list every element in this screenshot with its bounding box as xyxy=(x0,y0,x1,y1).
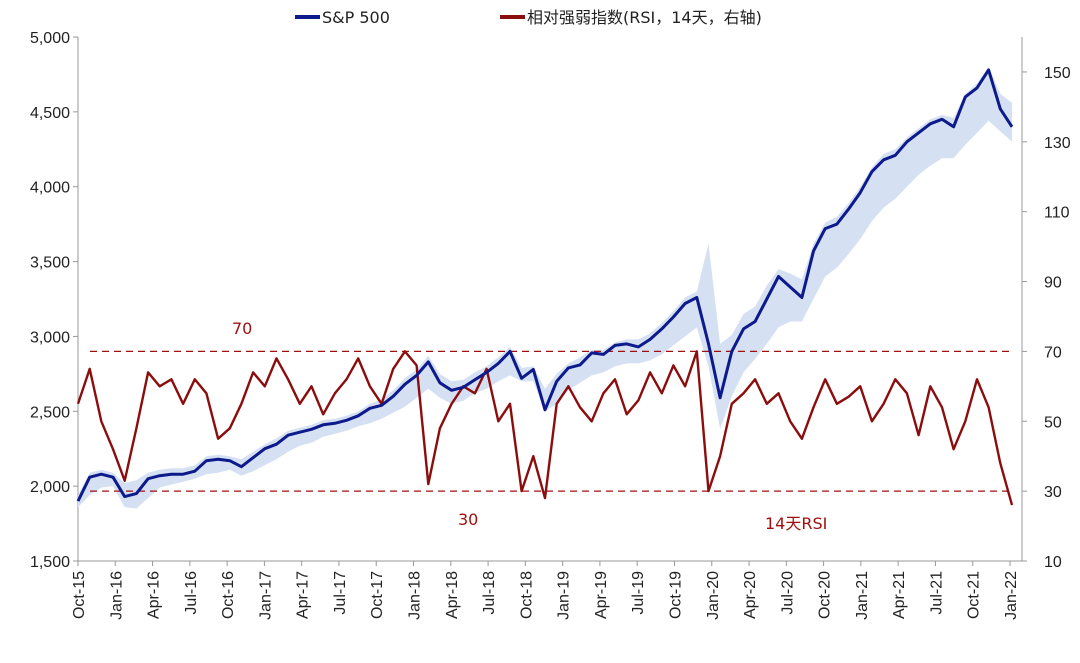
right-axis-ticks: 10 30 50 70 90 110 130 150 xyxy=(1022,65,1071,571)
right-tick-label: 70 xyxy=(1044,344,1062,361)
x-tick-label: Jan-20 xyxy=(705,571,722,620)
x-tick-label: Apr-19 xyxy=(593,571,610,619)
x-tick-label: Jul-16 xyxy=(183,571,200,615)
left-tick-label: 3,500 xyxy=(30,255,70,272)
left-tick-label: 1,500 xyxy=(30,554,70,571)
x-tick-label: Oct-19 xyxy=(668,571,685,619)
left-axis-ticks: 1,500 2,000 2,500 3,000 3,500 4,000 4,500 5,000 xyxy=(30,30,78,571)
right-tick-label: 10 xyxy=(1044,554,1062,571)
x-axis-ticks: Oct-15 Jan-16 Apr-16 Jul-16 Oct-16 Jan-17 Apr-… xyxy=(71,561,1020,620)
x-tick-label: Jan-16 xyxy=(108,571,125,620)
x-tick-label: Oct-20 xyxy=(817,571,834,619)
x-tick-label: Oct-16 xyxy=(220,571,237,619)
legend-label-sp500: S&P 500 xyxy=(322,8,390,27)
ref-label-70: 70 xyxy=(232,319,252,338)
right-tick-label: 50 xyxy=(1044,414,1062,431)
x-tick-label: Apr-18 xyxy=(444,571,461,619)
x-tick-label: Apr-21 xyxy=(891,571,908,619)
left-tick-label: 4,500 xyxy=(30,105,70,122)
rsi-annotation: 14天RSI xyxy=(765,514,827,533)
x-tick-label: Oct-15 xyxy=(71,571,88,619)
band-layer xyxy=(78,66,1012,509)
right-tick-label: 30 xyxy=(1044,484,1062,501)
x-tick-label: Jan-22 xyxy=(1003,571,1020,620)
x-tick-label: Jul-18 xyxy=(481,571,498,615)
left-tick-label: 2,000 xyxy=(30,479,70,496)
x-tick-label: Jul-17 xyxy=(332,571,349,615)
sp500-band-area xyxy=(78,66,1012,509)
x-tick-label: Jul-21 xyxy=(928,571,945,615)
x-tick-label: Apr-20 xyxy=(742,571,759,619)
x-tick-label: Jan-19 xyxy=(556,571,573,620)
left-tick-label: 3,000 xyxy=(30,329,70,346)
x-tick-label: Oct-17 xyxy=(369,571,386,619)
ref-label-30: 30 xyxy=(458,510,478,529)
rsi-line xyxy=(76,350,1014,506)
series-layer xyxy=(76,68,1014,506)
x-tick-label: Apr-16 xyxy=(146,571,163,619)
x-tick-label: Jul-20 xyxy=(779,571,796,615)
x-tick-label: Oct-18 xyxy=(518,571,535,619)
left-tick-label: 4,000 xyxy=(30,180,70,197)
left-tick-label: 2,500 xyxy=(30,404,70,421)
x-tick-label: Jan-18 xyxy=(407,571,424,620)
sp500-line xyxy=(76,68,1014,502)
reference-lines xyxy=(90,350,1014,492)
x-tick-label: Jul-19 xyxy=(630,571,647,615)
x-tick-label: Jan-21 xyxy=(854,571,871,620)
legend-label-rsi: 相对强弱指数(RSI，14天，右轴) xyxy=(527,8,762,27)
x-tick-label: Apr-17 xyxy=(295,571,312,619)
x-tick-label: Oct-21 xyxy=(966,571,983,619)
right-tick-label: 90 xyxy=(1044,275,1062,292)
legend: S&P 500 相对强弱指数(RSI，14天，右轴) xyxy=(295,8,762,27)
right-tick-label: 130 xyxy=(1044,135,1071,152)
right-tick-label: 150 xyxy=(1044,65,1071,82)
x-tick-label: Jan-17 xyxy=(257,571,274,620)
right-tick-label: 110 xyxy=(1044,205,1070,222)
left-tick-label: 5,000 xyxy=(30,30,70,47)
